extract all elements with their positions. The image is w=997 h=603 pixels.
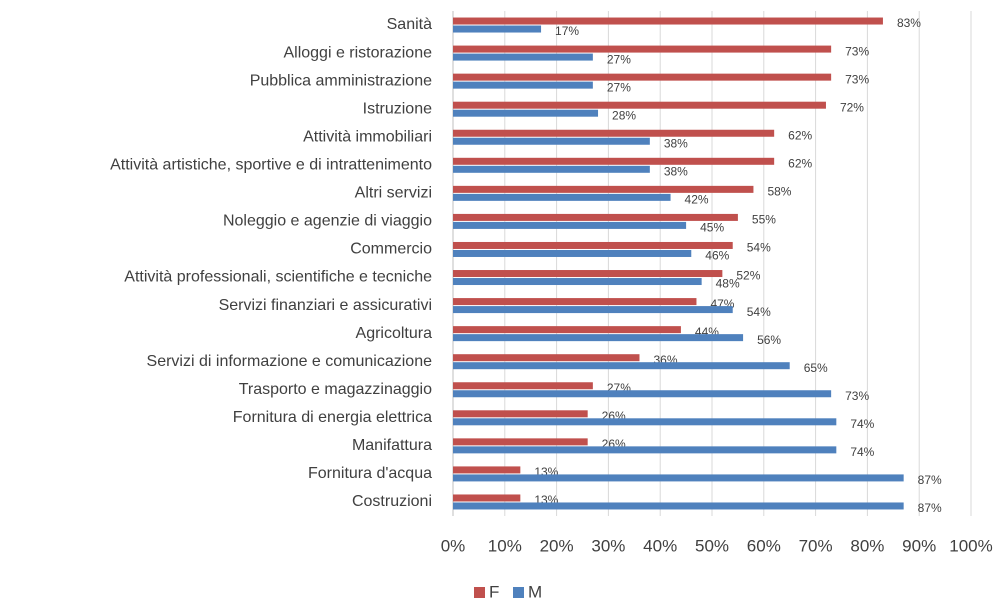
bar <box>453 221 687 229</box>
category-label: Servizi di informazione e comunicazione <box>147 353 433 370</box>
bar <box>453 137 650 145</box>
bar <box>453 213 738 221</box>
category-label: Agricoltura <box>356 325 433 342</box>
bar <box>453 306 733 314</box>
bar <box>453 474 904 482</box>
category-label: Attività professionali, scientifiche e t… <box>124 269 432 286</box>
legend-swatch <box>513 587 524 598</box>
x-tick-label: 80% <box>850 536 884 555</box>
category-label: Costruzioni <box>352 493 432 510</box>
bar <box>453 53 593 61</box>
bar <box>453 25 542 33</box>
value-label: 38% <box>664 164 688 178</box>
category-label: Servizi finanziari e assicurativi <box>219 297 432 314</box>
category-label: Fornitura d'acqua <box>308 465 432 482</box>
x-tick-label: 70% <box>799 536 833 555</box>
value-label: 54% <box>747 241 771 255</box>
legend-label: F <box>489 582 499 601</box>
category-label: Attività immobiliari <box>303 128 432 145</box>
bar <box>453 334 744 342</box>
category-label: Pubblica amministrazione <box>250 72 432 89</box>
value-label: 48% <box>716 277 740 291</box>
x-tick-label: 50% <box>695 536 729 555</box>
category-label: Manifattura <box>352 437 432 454</box>
value-label: 17% <box>555 24 579 38</box>
bar <box>453 382 593 390</box>
bar <box>453 165 650 173</box>
bar <box>453 249 692 257</box>
bar <box>453 298 697 306</box>
x-tick-label: 40% <box>643 536 677 555</box>
value-label: 42% <box>685 193 709 207</box>
bar <box>453 129 775 137</box>
bar <box>453 109 599 117</box>
x-tick-label: 100% <box>949 536 992 555</box>
x-tick-label: 30% <box>591 536 625 555</box>
bar <box>453 17 883 25</box>
value-label: 74% <box>850 417 874 431</box>
value-label: 56% <box>757 333 781 347</box>
value-label: 65% <box>804 361 828 375</box>
category-label: Fornitura di energia elettrica <box>233 409 432 426</box>
value-label: 38% <box>664 136 688 150</box>
bar <box>453 362 790 370</box>
bar <box>453 466 521 474</box>
bar <box>453 270 723 278</box>
value-label: 27% <box>607 80 631 94</box>
x-tick-label: 0% <box>441 536 466 555</box>
bar <box>453 81 593 89</box>
category-label: Noleggio e agenzie di viaggio <box>223 213 432 230</box>
value-label: 73% <box>845 389 869 403</box>
legend-label: M <box>528 582 542 601</box>
bar <box>453 502 904 510</box>
value-label: 28% <box>612 108 636 122</box>
value-label: 46% <box>705 249 729 263</box>
x-tick-label: 90% <box>902 536 936 555</box>
bar <box>453 354 640 362</box>
bar <box>453 45 832 53</box>
bar <box>453 241 733 249</box>
bar <box>453 326 681 334</box>
bar <box>453 438 588 446</box>
value-label: 62% <box>788 156 812 170</box>
category-label: Sanità <box>387 16 432 33</box>
category-label: Istruzione <box>363 100 432 117</box>
value-label: 73% <box>845 44 869 58</box>
x-tick-label: 10% <box>488 536 522 555</box>
value-label: 27% <box>607 52 631 66</box>
bar <box>453 418 837 426</box>
value-label: 55% <box>752 213 776 227</box>
category-label: Attività artistiche, sportive e di intra… <box>110 157 432 174</box>
value-label: 62% <box>788 128 812 142</box>
bar <box>453 101 826 109</box>
value-label: 52% <box>736 269 760 283</box>
bar <box>453 73 832 81</box>
bar <box>453 193 671 201</box>
category-label: Commercio <box>350 241 432 258</box>
category-label: Altri servizi <box>355 185 432 202</box>
value-label: 45% <box>700 221 724 235</box>
value-label: 87% <box>918 473 942 487</box>
x-tick-label: 60% <box>747 536 781 555</box>
legend-swatch <box>474 587 485 598</box>
bar <box>453 446 837 454</box>
value-label: 74% <box>850 445 874 459</box>
bar <box>453 410 588 418</box>
category-label: Trasporto e magazzinaggio <box>239 381 432 398</box>
value-label: 83% <box>897 16 921 30</box>
bar <box>453 157 775 165</box>
value-label: 72% <box>840 100 864 114</box>
value-label: 87% <box>918 501 942 515</box>
category-label: Alloggi e ristorazione <box>283 44 432 61</box>
bar <box>453 390 832 398</box>
bar <box>453 278 702 286</box>
value-label: 58% <box>767 185 791 199</box>
value-label: 73% <box>845 72 869 86</box>
x-tick-label: 20% <box>540 536 574 555</box>
value-label: 54% <box>747 305 771 319</box>
bar <box>453 185 754 193</box>
bar <box>453 494 521 502</box>
